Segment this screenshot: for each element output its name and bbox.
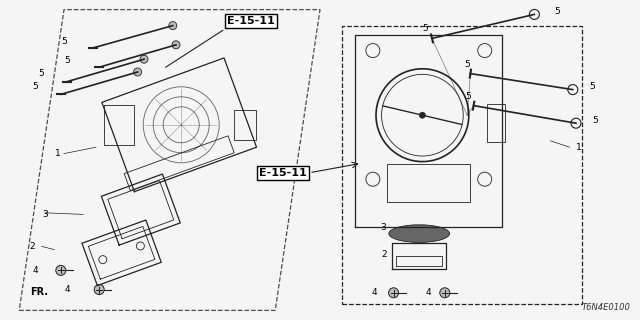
Text: 4: 4: [33, 266, 38, 275]
Text: 5: 5: [593, 116, 598, 124]
Circle shape: [388, 288, 399, 298]
Bar: [234, 110, 256, 140]
Text: 5: 5: [65, 56, 70, 65]
Circle shape: [94, 284, 104, 295]
Text: 5: 5: [554, 7, 559, 16]
Text: 5: 5: [466, 92, 471, 100]
Text: E-15-11: E-15-11: [259, 168, 307, 178]
Text: 5: 5: [589, 82, 595, 91]
Ellipse shape: [389, 225, 450, 243]
Text: 4: 4: [65, 285, 70, 294]
Text: 4: 4: [372, 288, 377, 297]
Text: 5: 5: [33, 82, 38, 91]
Text: 5: 5: [39, 69, 44, 78]
Circle shape: [56, 265, 66, 276]
Text: 1: 1: [55, 149, 60, 158]
Text: 3: 3: [42, 210, 47, 219]
Bar: [342, 26, 582, 304]
Circle shape: [419, 112, 426, 118]
Circle shape: [134, 68, 141, 76]
Circle shape: [169, 22, 177, 30]
Text: 5: 5: [423, 24, 428, 33]
Text: E-15-11: E-15-11: [227, 16, 275, 26]
Bar: [487, 104, 505, 142]
Text: 5: 5: [465, 60, 470, 68]
Text: 1: 1: [577, 143, 582, 152]
Bar: [104, 105, 134, 145]
Circle shape: [172, 41, 180, 49]
Text: 4: 4: [426, 288, 431, 297]
Text: 2: 2: [29, 242, 35, 251]
Text: 3: 3: [380, 223, 385, 232]
Text: FR.: FR.: [30, 287, 48, 297]
Circle shape: [440, 288, 450, 298]
Text: T6N4E0100: T6N4E0100: [582, 303, 630, 312]
Circle shape: [140, 55, 148, 63]
Text: 5: 5: [61, 37, 67, 46]
Bar: [387, 164, 470, 203]
Text: 2: 2: [381, 250, 387, 259]
